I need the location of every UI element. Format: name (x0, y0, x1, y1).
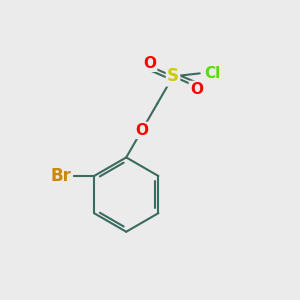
Text: O: O (135, 123, 148, 138)
Text: S: S (167, 67, 179, 85)
Text: O: O (190, 82, 203, 97)
Text: Br: Br (51, 167, 72, 185)
Text: O: O (143, 56, 156, 71)
Text: Cl: Cl (204, 66, 220, 81)
